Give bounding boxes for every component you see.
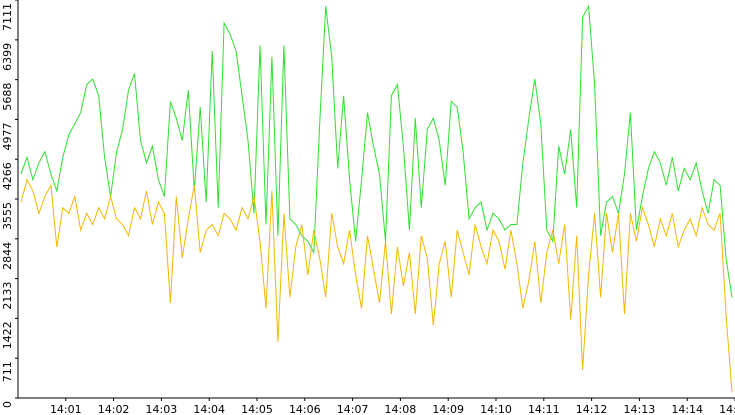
x-tick-label: 14:09 <box>432 403 464 415</box>
y-tick-label: 0 <box>1 401 14 408</box>
x-tick-label: 14:14 <box>671 403 703 415</box>
y-tick-label: 3555 <box>1 202 14 230</box>
series-line <box>20 4 733 298</box>
x-tick-label: 14:07 <box>337 403 369 415</box>
x-tick-label: 14:03 <box>146 403 178 415</box>
x-tick-label: 14:06 <box>289 403 321 415</box>
x-tick-label: 14:04 <box>193 403 225 415</box>
y-tick-label: 4977 <box>1 122 14 150</box>
y-tick-label: 711 <box>1 361 14 382</box>
x-tick-label: 14:11 <box>528 403 560 415</box>
x-tick-label: 14:13 <box>624 403 656 415</box>
x-tick-label: 14:15 <box>719 403 735 415</box>
x-tick-label: 14:08 <box>385 403 417 415</box>
y-tick-label: 7111 <box>1 3 14 31</box>
x-tick-label: 14:05 <box>241 403 273 415</box>
y-tick-label: 4266 <box>1 162 14 190</box>
x-tick-label: 14:01 <box>50 403 82 415</box>
y-tick-label: 2844 <box>1 242 14 270</box>
y-tick-label: 1422 <box>1 321 14 349</box>
y-tick-label: 5688 <box>1 83 14 111</box>
series-line <box>20 178 733 393</box>
y-tick-label: 2133 <box>1 282 14 310</box>
x-tick-label: 14:10 <box>480 403 512 415</box>
x-tick-label: 14:12 <box>576 403 608 415</box>
y-tick-label: 6399 <box>1 43 14 71</box>
x-tick-label: 14:02 <box>98 403 130 415</box>
